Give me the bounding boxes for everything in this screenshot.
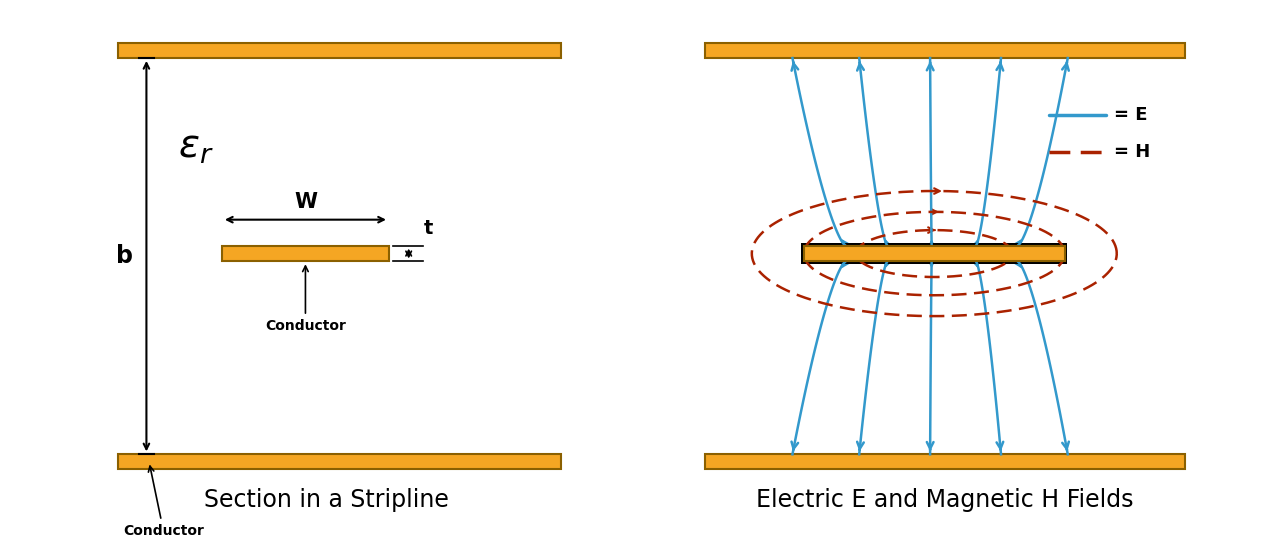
- Bar: [118, 44, 561, 58]
- Text: W: W: [294, 192, 316, 212]
- Text: Conductor: Conductor: [264, 266, 346, 332]
- Text: $\varepsilon_r$: $\varepsilon_r$: [178, 128, 214, 166]
- Text: Conductor: Conductor: [123, 466, 203, 537]
- Bar: [805, 246, 1065, 261]
- Bar: [705, 454, 1185, 469]
- Text: = H: = H: [1115, 143, 1150, 161]
- Bar: [118, 454, 561, 469]
- Bar: [222, 246, 389, 261]
- Bar: [801, 243, 1068, 264]
- Text: = E: = E: [1115, 107, 1148, 124]
- Text: b: b: [116, 244, 133, 268]
- Bar: [705, 44, 1185, 58]
- Text: Section in a Stripline: Section in a Stripline: [203, 487, 449, 512]
- Text: t: t: [423, 219, 432, 238]
- Text: Electric E and Magnetic H Fields: Electric E and Magnetic H Fields: [756, 487, 1134, 512]
